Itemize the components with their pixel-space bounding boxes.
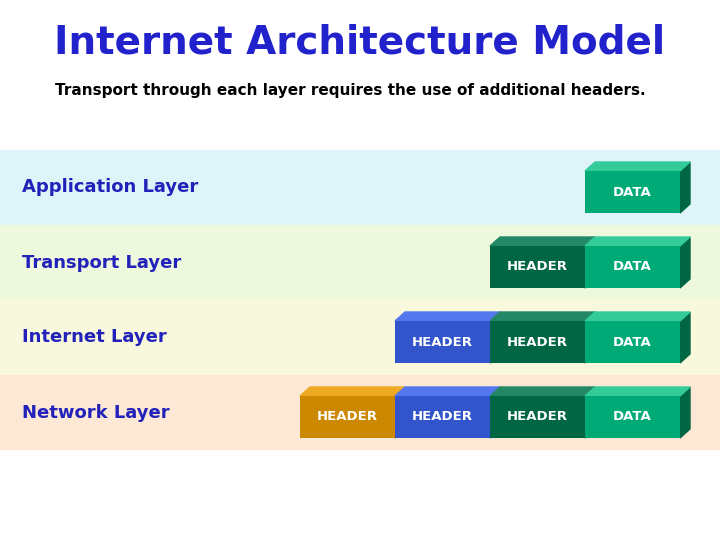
Text: DATA: DATA <box>613 186 652 199</box>
Text: DATA: DATA <box>613 335 652 348</box>
Polygon shape <box>585 387 690 396</box>
Bar <box>585 396 680 438</box>
Text: DATA: DATA <box>613 410 652 423</box>
Polygon shape <box>300 387 405 396</box>
Polygon shape <box>490 237 595 246</box>
Polygon shape <box>585 312 595 363</box>
Text: Transport through each layer requires the use of additional headers.: Transport through each layer requires th… <box>55 83 646 98</box>
Text: Transport Layer: Transport Layer <box>22 253 181 272</box>
Bar <box>585 171 680 213</box>
Bar <box>0 150 720 225</box>
Bar <box>0 225 720 300</box>
Polygon shape <box>680 387 690 438</box>
Text: HEADER: HEADER <box>507 410 568 423</box>
Polygon shape <box>680 237 690 288</box>
Polygon shape <box>395 387 405 438</box>
Bar <box>300 396 395 438</box>
Polygon shape <box>680 162 690 213</box>
Polygon shape <box>680 312 690 363</box>
Polygon shape <box>490 312 595 321</box>
Text: DATA: DATA <box>613 260 652 273</box>
Polygon shape <box>490 387 595 396</box>
Text: Internet Layer: Internet Layer <box>22 328 167 347</box>
Text: HEADER: HEADER <box>507 335 568 348</box>
Polygon shape <box>490 312 500 363</box>
Bar <box>490 321 585 363</box>
Text: Internet Architecture Model: Internet Architecture Model <box>55 23 665 61</box>
Polygon shape <box>395 387 500 396</box>
Polygon shape <box>490 387 500 438</box>
Bar <box>0 375 720 450</box>
Text: HEADER: HEADER <box>317 410 378 423</box>
Bar <box>395 321 490 363</box>
Polygon shape <box>585 162 690 171</box>
Bar <box>0 300 720 375</box>
Bar <box>585 321 680 363</box>
Text: Network Layer: Network Layer <box>22 403 170 422</box>
Polygon shape <box>585 312 690 321</box>
Polygon shape <box>585 237 690 246</box>
Text: Application Layer: Application Layer <box>22 179 198 197</box>
Bar <box>490 246 585 288</box>
Text: HEADER: HEADER <box>412 410 473 423</box>
Bar <box>490 396 585 438</box>
Text: HEADER: HEADER <box>412 335 473 348</box>
Bar <box>585 246 680 288</box>
Polygon shape <box>395 312 500 321</box>
Text: HEADER: HEADER <box>507 260 568 273</box>
Polygon shape <box>585 387 595 438</box>
Bar <box>395 396 490 438</box>
Polygon shape <box>585 237 595 288</box>
